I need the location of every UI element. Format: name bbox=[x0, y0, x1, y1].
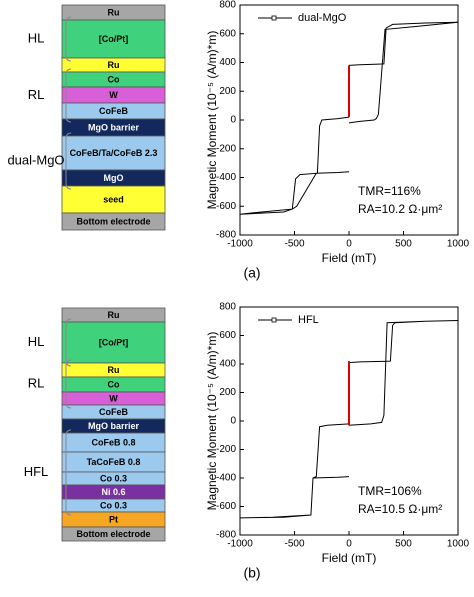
x-tick-label: -500 bbox=[284, 239, 304, 250]
layer-label: seed bbox=[103, 194, 124, 204]
x-tick-label: -500 bbox=[284, 539, 304, 550]
x-tick-label: 0 bbox=[346, 539, 352, 550]
y-tick-label: 800 bbox=[219, 0, 236, 11]
y-tick-label: 600 bbox=[219, 330, 236, 341]
layer-label: W bbox=[109, 90, 118, 100]
y-tick-label: -600 bbox=[216, 501, 236, 512]
caption: (b) bbox=[243, 565, 260, 581]
group-bracket bbox=[65, 429, 72, 516]
legend-marker bbox=[271, 15, 277, 21]
y-tick-label: -200 bbox=[216, 444, 236, 455]
y-tick-label: 600 bbox=[219, 28, 236, 39]
layer bbox=[61, 135, 166, 171]
y-axis-label: Magnetic Moment (10⁻⁵ (A/m)*m) bbox=[205, 31, 219, 210]
layer-label: [Co/Pt] bbox=[99, 34, 129, 44]
layer-label: CoFeB bbox=[99, 407, 129, 417]
x-axis-label: Field (mT) bbox=[322, 251, 377, 265]
layer-label: Pt bbox=[109, 514, 118, 524]
layer-label: Bottom electrode bbox=[76, 529, 150, 539]
x-tick-label: 0 bbox=[346, 239, 352, 250]
group-bracket bbox=[65, 16, 72, 62]
layer-label: TaCoFeB 0.8 bbox=[87, 457, 141, 467]
y-tick-label: -400 bbox=[216, 172, 236, 183]
y-tick-label: 400 bbox=[219, 359, 236, 370]
annotation: TMR=116% bbox=[358, 184, 421, 198]
x-tick-label: 1000 bbox=[447, 239, 470, 250]
group-label: RL bbox=[28, 87, 45, 102]
layer-label: MgO bbox=[104, 173, 124, 183]
group-bracket bbox=[65, 359, 72, 409]
annotation: TMR=106% bbox=[358, 484, 422, 498]
layer-label: Co 0.3 bbox=[100, 500, 127, 510]
layer-label: Ru bbox=[108, 365, 120, 375]
group-bracket bbox=[65, 132, 72, 190]
layer-label: Ru bbox=[108, 7, 120, 17]
series-line bbox=[239, 320, 459, 519]
layer-label: Bottom electrode bbox=[76, 216, 150, 226]
plot-frame bbox=[239, 4, 459, 236]
y-tick-label: -400 bbox=[216, 473, 236, 484]
y-tick-label: -600 bbox=[216, 201, 236, 212]
group-bracket bbox=[65, 68, 72, 123]
caption: (a) bbox=[243, 265, 260, 281]
y-tick-label: 0 bbox=[230, 115, 236, 126]
annotation: RA=10.5 Ω·μm² bbox=[358, 502, 442, 516]
x-tick-label: 1000 bbox=[447, 539, 470, 550]
y-tick-label: -800 bbox=[216, 230, 236, 241]
layer-label: Co bbox=[108, 74, 120, 84]
legend-label: dual-MgO bbox=[298, 12, 347, 24]
x-tick-label: 500 bbox=[395, 539, 412, 550]
layer-label: Co bbox=[108, 379, 120, 389]
layer bbox=[61, 526, 166, 542]
legend-label: HFL bbox=[298, 314, 319, 326]
group-label: HL bbox=[28, 30, 45, 45]
y-tick-label: 200 bbox=[219, 86, 236, 97]
group-label: HFL bbox=[24, 464, 49, 479]
x-tick-label: 500 bbox=[395, 239, 412, 250]
y-tick-label: 800 bbox=[219, 302, 236, 313]
layer bbox=[61, 321, 166, 364]
group-label: RL bbox=[28, 375, 45, 390]
layer-label: Co 0.3 bbox=[100, 473, 127, 483]
layer-label: Ni 0.6 bbox=[101, 487, 125, 497]
x-axis-label: Field (mT) bbox=[322, 551, 377, 565]
layer bbox=[61, 212, 166, 231]
layer-label: Ru bbox=[108, 310, 120, 320]
layer-label: [Co/Pt] bbox=[99, 337, 129, 347]
y-tick-label: -800 bbox=[216, 530, 236, 541]
group-label: dual-MgO bbox=[7, 152, 64, 167]
legend-marker bbox=[271, 317, 277, 323]
x-tick-label: -1000 bbox=[227, 239, 253, 250]
layer-label: W bbox=[109, 393, 118, 403]
layer bbox=[61, 185, 166, 214]
layer-label: MgO barrier bbox=[88, 421, 140, 431]
layer-label: CoFeB 0.8 bbox=[91, 437, 135, 447]
layer-label: CoFeB bbox=[99, 106, 129, 116]
group-bracket bbox=[65, 318, 72, 367]
layer-label: CoFeB/Ta/CoFeB 2.3 bbox=[70, 148, 158, 158]
layer bbox=[61, 19, 166, 59]
y-axis-label: Magnetic Moment (10⁻⁵ (A/m)*m) bbox=[205, 332, 219, 511]
y-tick-label: 0 bbox=[230, 416, 236, 427]
x-tick-label: -1000 bbox=[227, 539, 253, 550]
y-tick-label: -200 bbox=[216, 143, 236, 154]
annotation: RA=10.2 Ω·μm² bbox=[358, 202, 442, 216]
layer-label: Ru bbox=[108, 60, 120, 70]
y-tick-label: 400 bbox=[219, 57, 236, 68]
series-line bbox=[239, 21, 459, 215]
y-tick-label: 200 bbox=[219, 387, 236, 398]
group-label: HL bbox=[28, 334, 45, 349]
layer-label: MgO barrier bbox=[88, 122, 140, 132]
